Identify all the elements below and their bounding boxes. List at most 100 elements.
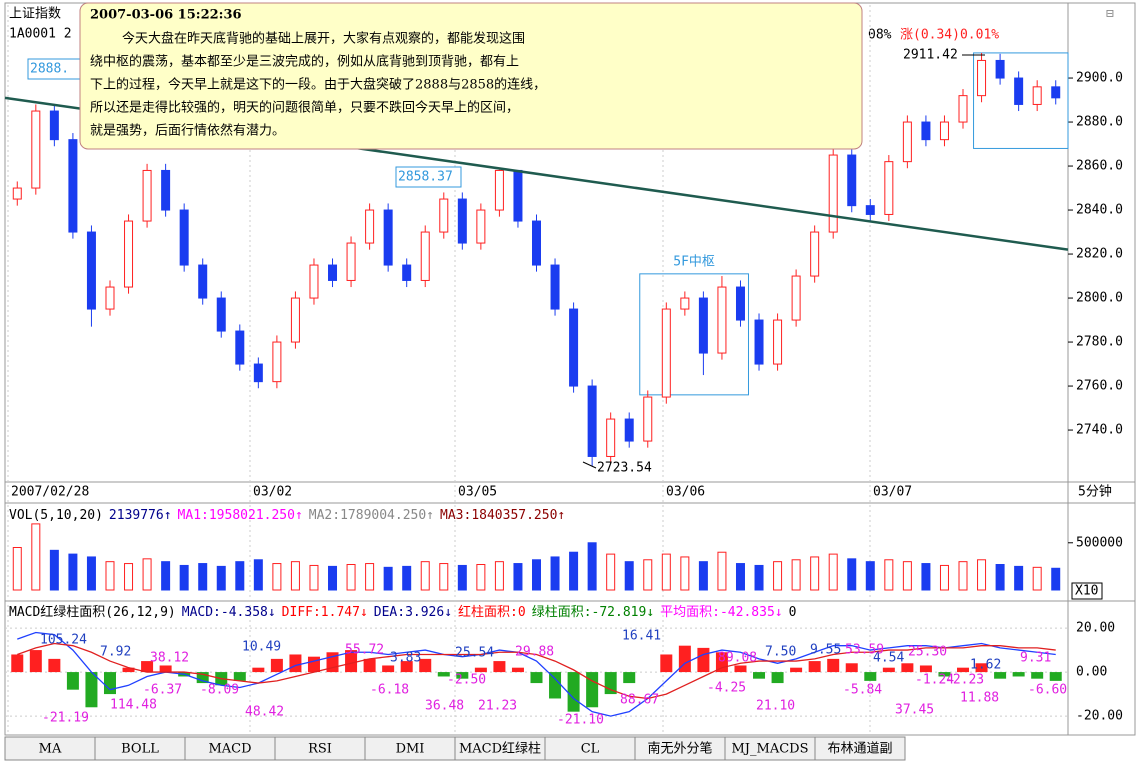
volume-bar [272,563,282,591]
candle-body [865,205,875,215]
macd-bar [437,672,450,677]
y-tick-label: 2880.0 [1076,115,1123,130]
tab-label[interactable]: MJ_MACDS [732,742,809,757]
volume-bar [457,564,467,591]
macd-label: 25.54 [455,646,494,661]
macd-label: 3.83 [390,651,421,666]
zone-label: 5F中枢 [673,254,715,269]
pct: 08% [868,28,892,43]
macd-bar [1049,672,1062,681]
volume-bar [253,559,263,591]
candle-body [791,275,801,321]
tooltip-line: 所以还是走得比较强的，明天的问题很简单，只要不跌回今天早上的区间， [90,100,519,116]
y-tick-label: 2900.0 [1076,71,1123,86]
macd-bar [771,672,784,684]
candle-body [179,209,189,266]
header-part: 2139776↑ [109,508,172,523]
candle-body [420,231,430,281]
tab-label[interactable]: BOLL [121,742,159,757]
candle-body [346,242,356,281]
macd-label: 105.24 [40,633,87,648]
header-part: MACD红绿柱面积(26,12,9) [9,604,176,620]
volume-bar [383,566,393,591]
candle-body [717,286,727,354]
macd-bar [1031,672,1044,679]
annotation: 2911.42 [903,48,958,63]
volume-bar [680,556,690,591]
candle-body [494,169,504,211]
macd-bar [660,654,673,673]
volume-bar [606,553,616,591]
candle-body [1032,86,1042,105]
volume-bar [828,553,838,591]
macd-bar [141,661,154,673]
volume-bar [791,559,801,591]
macd-bar [882,667,895,673]
tab-label[interactable]: MA [39,742,62,757]
macd-label: 4.54 [873,651,904,666]
candle-body [569,308,579,387]
volume-header: VOL(5,10,20) 2139776↑ MA1:1958021.250↑ MA2:… [9,508,565,523]
y-tick-label: 2840.0 [1076,203,1123,218]
macd-bar [549,672,562,699]
tab-label[interactable]: CL [581,742,600,757]
candle-body [680,297,690,310]
candle-body [698,297,708,354]
annotation-box [395,166,462,188]
macd-bar [196,672,209,684]
volume-bar [346,564,356,591]
macd-label: 36.48 [425,699,464,714]
macd-label: -4.25 [707,681,746,696]
candle-body [1051,86,1061,99]
macd-bar [511,667,524,673]
macd-label: 37.45 [895,703,934,718]
macd-bar [901,663,914,673]
volume-bar [921,563,931,591]
volume-bar [698,561,708,591]
macd-bar [938,672,951,677]
macd-label: 55.72 [345,643,384,658]
tab-label[interactable]: RSI [308,742,332,757]
volume-bar [290,561,300,591]
window-button[interactable]: ⊟ [1106,7,1114,22]
macd-label: 11.88 [960,691,999,706]
macd-bar [400,661,413,673]
volume-bar [105,561,115,591]
volume-bar [309,564,319,591]
index-code: 1A0001 2 [9,27,72,42]
volume-bar [884,559,894,591]
macd-bar [753,672,766,679]
macd-label: 21.23 [478,699,517,714]
tab-label[interactable]: 布林通道副 [827,742,892,757]
index-name: 上证指数 [9,7,61,22]
macd-label: -2.23 [945,673,984,688]
volume-bar [773,561,783,591]
period-label: 5分钟 [1078,484,1112,500]
y-tick-label: 0.00 [1076,665,1107,680]
tab-label[interactable]: DMI [396,742,425,757]
header-part: MA3:1840357.250↑ [440,508,565,523]
date-label: 03/07 [873,485,912,500]
macd-bar [456,672,469,679]
volume-bar [49,549,59,591]
candle-body [847,154,857,207]
candle-body [105,286,115,310]
macd-label: 21.10 [756,699,795,714]
candle-body [1014,77,1024,105]
tooltip-line: 下上的过程，今天早上就是这下的一段。由于大盘突破了2888与2858的连线， [90,77,546,93]
tab-label[interactable]: 南无外分笔 [647,741,712,757]
macd-label: 10.49 [242,640,281,655]
tab-label[interactable]: MACD红绿柱 [459,741,541,757]
candle-body [365,209,375,244]
tab-label[interactable]: MACD [208,742,251,757]
header-part: DIFF:1.747↓ [282,605,368,620]
volume-bar [31,523,41,591]
volume-bar [587,542,597,591]
tab[interactable] [814,736,906,761]
volume-bar [550,556,560,591]
y-tick-label: 2780.0 [1076,335,1123,350]
macd-bar [233,672,246,681]
tooltip-line: 今天大盘在昨天底背驰的基础上展开，大家有点观察的，都能发现这围 [122,31,525,47]
header-part: MA1:1958021.250↑ [178,508,303,523]
macd-label: 9.55 [810,643,841,658]
